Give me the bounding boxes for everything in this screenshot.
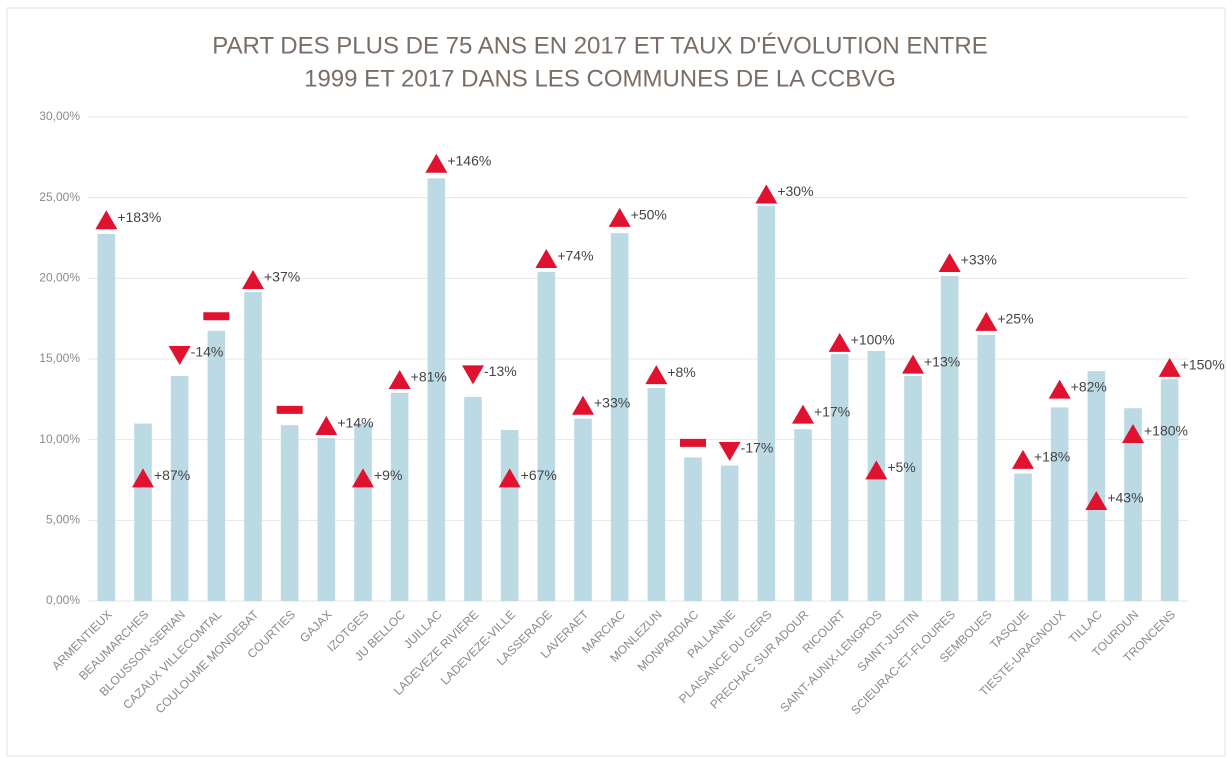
bar <box>794 429 812 601</box>
evolution-label: +82% <box>1071 378 1107 394</box>
bar <box>97 233 116 601</box>
chart-title: PART DES PLUS DE 75 ANS EN 2017 ET TAUX … <box>212 32 988 59</box>
evolution-label: +18% <box>1034 449 1070 465</box>
evolution-marker <box>388 369 411 389</box>
bar <box>537 271 556 601</box>
evolution-label: +33% <box>594 394 630 410</box>
evolution-marker <box>352 468 374 488</box>
evolution-label: -14% <box>191 344 224 360</box>
evolution-marker <box>1085 490 1108 510</box>
chart-title: 1999 ET 2017 DANS LES COMMUNES DE LA CCB… <box>304 65 896 92</box>
evolution-label: -17% <box>741 440 774 456</box>
bar <box>280 425 299 601</box>
bar <box>317 438 336 601</box>
bar <box>1050 407 1069 601</box>
bar <box>720 465 739 601</box>
evolution-marker <box>425 153 448 173</box>
evolution-marker <box>168 345 191 365</box>
bar <box>647 388 666 601</box>
evolution-label: +33% <box>961 252 997 268</box>
evolution-label: +8% <box>667 364 695 380</box>
y-tick-label: 20,00% <box>39 271 80 285</box>
bar <box>1014 473 1032 601</box>
evolution-label: +14% <box>337 415 373 431</box>
evolution-marker <box>1122 424 1144 444</box>
evolution-label: +100% <box>851 332 895 348</box>
bar <box>684 457 702 601</box>
evolution-marker <box>95 210 118 230</box>
evolution-marker <box>498 468 521 488</box>
y-tick-label: 30,00% <box>39 109 80 123</box>
evolution-label: +17% <box>814 403 850 419</box>
chart-frame <box>6 7 1226 757</box>
bar <box>904 375 922 601</box>
bar <box>830 354 849 601</box>
bar <box>170 375 189 601</box>
bar <box>940 275 959 601</box>
evolution-label: +37% <box>264 269 300 285</box>
evolution-label: +67% <box>521 467 557 483</box>
evolution-label: +25% <box>997 311 1033 327</box>
y-tick-label: 15,00% <box>39 351 80 365</box>
bar <box>574 418 592 601</box>
bar <box>354 423 372 601</box>
evolution-label: +87% <box>154 467 190 483</box>
evolution-label: +43% <box>1107 490 1143 506</box>
evolution-marker <box>1048 379 1071 399</box>
evolution-label: +183% <box>117 209 161 225</box>
evolution-label: +9% <box>374 467 402 483</box>
bar <box>1124 408 1142 601</box>
evolution-marker <box>276 405 303 414</box>
evolution-marker <box>902 354 924 374</box>
evolution-marker <box>680 438 706 447</box>
evolution-label: +30% <box>777 183 813 199</box>
evolution-marker <box>645 365 668 385</box>
bar <box>757 205 776 601</box>
bar <box>427 178 446 601</box>
y-tick-label: 5,00% <box>46 513 80 527</box>
y-tick-label: 10,00% <box>39 432 80 446</box>
evolution-label: +150% <box>1181 357 1225 373</box>
bar <box>1160 379 1179 601</box>
evolution-marker <box>315 415 338 435</box>
bar <box>500 429 519 601</box>
evolution-label: +13% <box>924 353 960 369</box>
evolution-marker <box>242 269 264 289</box>
evolution-marker <box>755 184 778 204</box>
evolution-marker <box>203 312 230 321</box>
bar <box>1087 371 1106 601</box>
evolution-marker <box>865 460 888 480</box>
evolution-label: +180% <box>1144 423 1188 439</box>
evolution-label: -13% <box>484 363 517 379</box>
evolution-label: +146% <box>447 152 491 168</box>
evolution-marker <box>572 395 594 415</box>
evolution-label: +81% <box>411 369 447 385</box>
evolution-marker <box>828 332 851 352</box>
bar <box>390 392 409 601</box>
bar <box>610 233 629 601</box>
bar <box>244 292 262 601</box>
bar <box>977 334 996 601</box>
evolution-marker <box>132 468 154 488</box>
evolution-marker <box>1012 449 1034 469</box>
evolution-marker <box>792 404 814 424</box>
evolution-marker <box>1158 357 1181 377</box>
evolution-marker <box>718 441 741 461</box>
evolution-marker <box>462 365 484 385</box>
evolution-marker <box>608 207 631 227</box>
bar <box>134 423 152 601</box>
bar <box>207 330 226 601</box>
y-tick-label: 25,00% <box>39 190 80 204</box>
evolution-label: +50% <box>631 207 667 223</box>
evolution-marker <box>535 248 558 268</box>
y-tick-label: 0,00% <box>46 593 80 607</box>
evolution-label: +74% <box>557 248 593 264</box>
bar <box>464 396 482 601</box>
evolution-label: +5% <box>887 459 915 475</box>
evolution-marker <box>938 253 961 273</box>
evolution-marker <box>975 311 998 331</box>
